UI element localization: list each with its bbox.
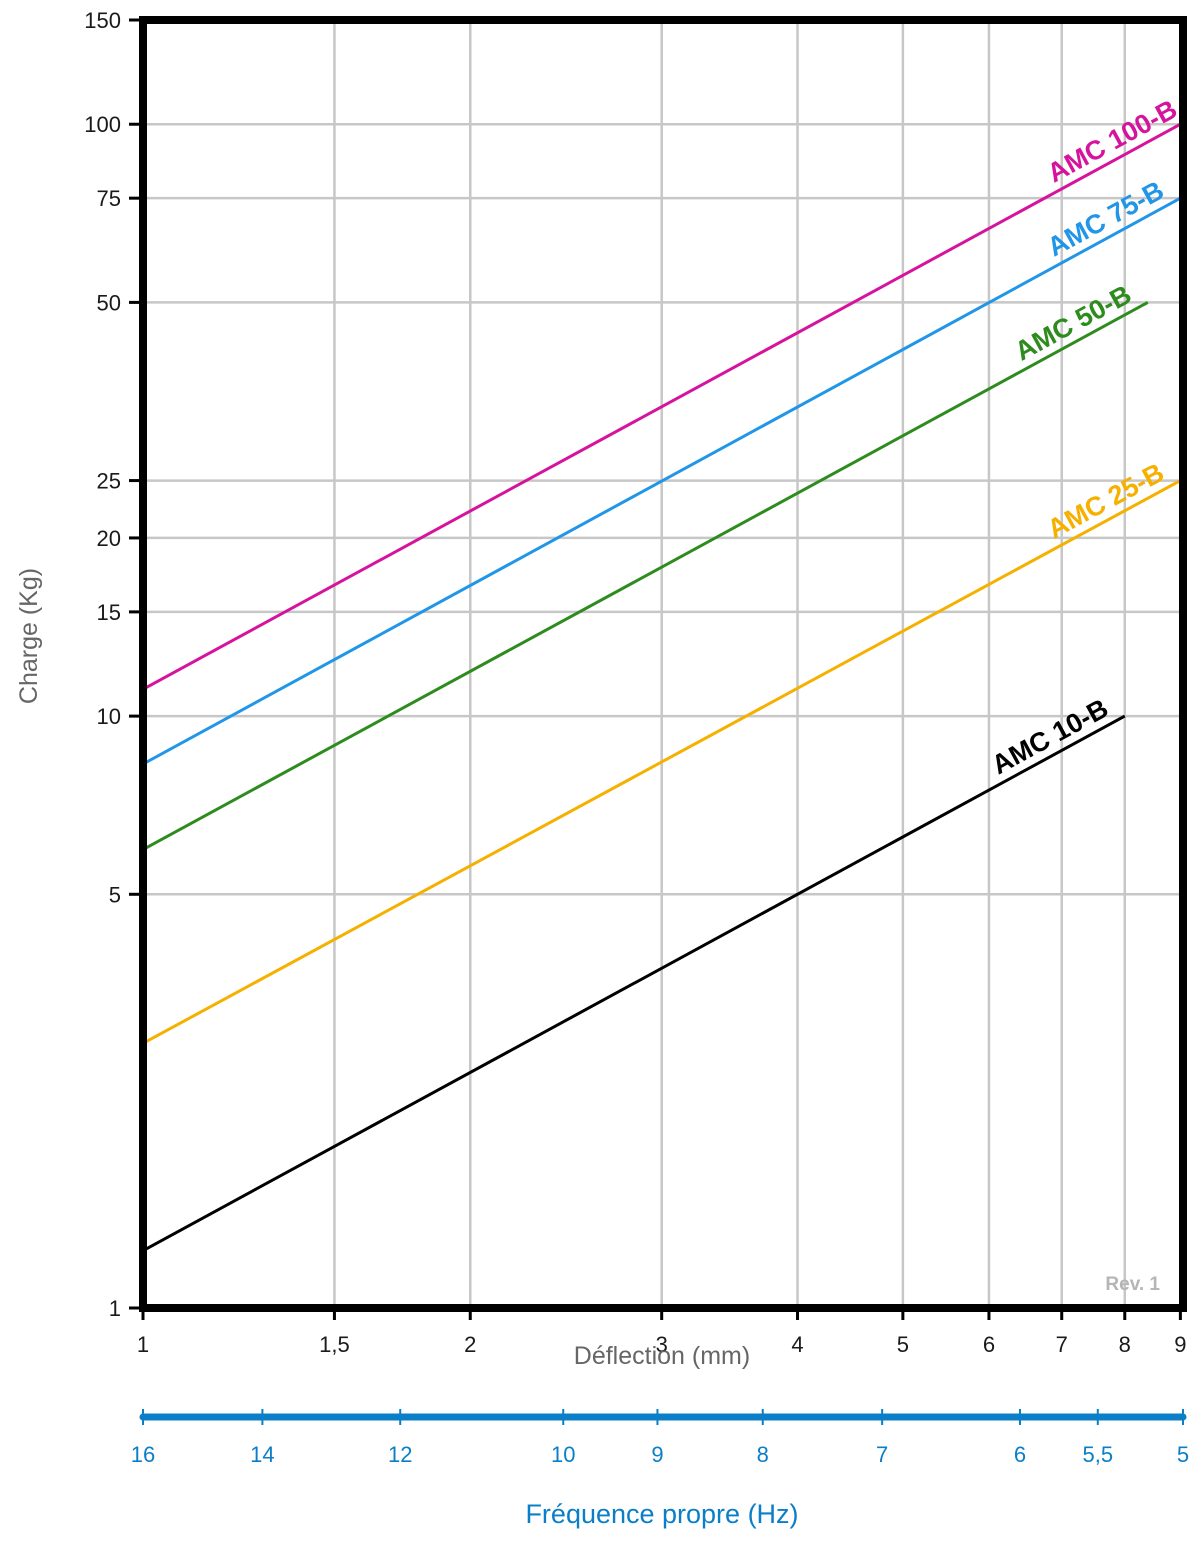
series-line	[142, 196, 1182, 766]
frequency-tick-label: 16	[131, 1442, 155, 1467]
frequency-tick-label: 9	[651, 1442, 663, 1467]
x-tick-label: 9	[1174, 1332, 1186, 1357]
series-line	[142, 122, 1182, 691]
frequency-tick-label: 12	[388, 1442, 412, 1467]
x-tick-label: 3	[656, 1332, 668, 1357]
y-tick-label: 10	[97, 704, 121, 729]
y-tick-label: 1	[109, 1296, 121, 1321]
x-axis-ticks: 1 1,5 2 3 4 5 6 7 8 9	[137, 1308, 1187, 1357]
series-label: AMC 50-B	[1010, 279, 1136, 366]
gridlines	[141, 18, 1183, 1310]
y-tick-label: 15	[97, 600, 121, 625]
frequency-tick-label: 14	[250, 1442, 274, 1467]
plot-frame	[139, 16, 1187, 1312]
frequency-tick-label: 10	[551, 1442, 575, 1467]
x-tick-label: 6	[983, 1332, 995, 1357]
series-line	[142, 479, 1182, 1045]
x-tick-label: 1,5	[319, 1332, 350, 1357]
frequency-tick-label: 6	[1014, 1442, 1026, 1467]
frequency-axis-title: Fréquence propre (Hz)	[525, 1499, 798, 1529]
series-line	[142, 301, 1149, 851]
y-tick-label: 25	[97, 469, 121, 494]
frequency-tick-label: 7	[876, 1442, 888, 1467]
x-tick-label: 1	[137, 1332, 149, 1357]
y-tick-label: 150	[84, 8, 121, 33]
series-label: AMC 100-B	[1042, 94, 1182, 189]
x-tick-label: 5	[897, 1332, 909, 1357]
series-lines	[142, 122, 1182, 1252]
y-tick-label: 100	[84, 112, 121, 137]
y-axis-title: Charge (Kg)	[15, 568, 43, 704]
frequency-axis-ticks: 16 14 12 10 9 8 7 6 5,5 5	[131, 1409, 1189, 1467]
y-tick-label: 50	[97, 290, 121, 315]
frequency-tick-label: 8	[757, 1442, 769, 1467]
y-tick-label: 5	[109, 882, 121, 907]
y-tick-label: 75	[97, 186, 121, 211]
x-axis-title: Déflection (mm)	[574, 1342, 750, 1370]
x-tick-label: 2	[464, 1332, 476, 1357]
series-line	[142, 714, 1126, 1252]
y-tick-label: 20	[97, 526, 121, 551]
x-tick-label: 8	[1119, 1332, 1131, 1357]
x-tick-label: 7	[1056, 1332, 1068, 1357]
frequency-tick-label: 5	[1177, 1442, 1189, 1467]
frequency-tick-label: 5,5	[1082, 1442, 1113, 1467]
revision-note: Rev. 1	[1105, 1274, 1160, 1295]
x-tick-label: 4	[791, 1332, 803, 1357]
series-label: AMC 10-B	[987, 693, 1113, 780]
